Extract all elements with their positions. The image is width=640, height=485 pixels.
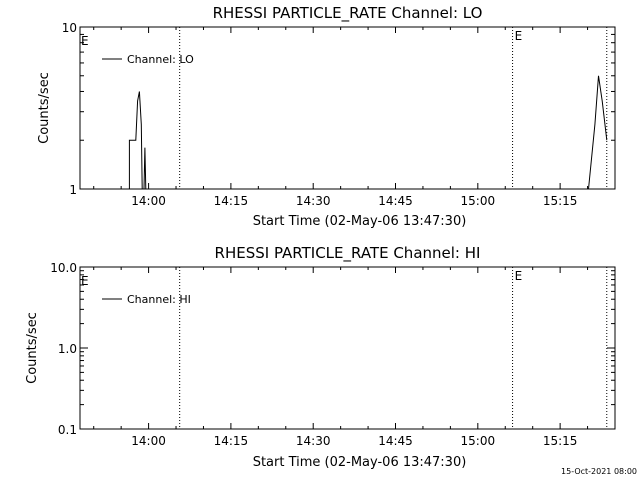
legend-label: Channel: HI <box>127 293 191 306</box>
event-marker-label: E <box>515 29 523 43</box>
y-tick-label: 10.0 <box>50 261 77 275</box>
x-tick-label: 15:00 <box>461 434 496 448</box>
x-tick-label: 15:15 <box>543 194 578 208</box>
chart-panel-2: RHESSI PARTICLE_RATE Channel: HI 14:00 14:… <box>25 244 616 470</box>
edge-marker-label: E <box>81 34 89 48</box>
x-axis-label: Start Time (02-May-06 13:47:30) <box>253 455 467 470</box>
x-tick-label: 14:15 <box>214 194 249 208</box>
x-tick-label: 14:30 <box>296 194 331 208</box>
x-tick-label: 14:15 <box>214 434 249 448</box>
y-axis-label: Counts/sec <box>37 72 52 144</box>
chart-panel-1: RHESSI PARTICLE_RATE Channel: LO 14:00 14:… <box>37 4 616 229</box>
legend-label: Channel: LO <box>127 53 194 66</box>
chart-title: RHESSI PARTICLE_RATE Channel: HI <box>215 244 481 263</box>
event-marker-label: E <box>515 269 523 283</box>
x-tick-label: 14:45 <box>378 434 413 448</box>
chart-title: RHESSI PARTICLE_RATE Channel: LO <box>213 4 483 23</box>
y-tick-label: 1.0 <box>58 342 77 356</box>
y-tick-label: 1 <box>69 183 77 197</box>
x-axis-label: Start Time (02-May-06 13:47:30) <box>253 214 467 229</box>
y-tick-label: 0.1 <box>58 423 77 437</box>
edge-marker-label: E <box>81 274 89 288</box>
y-axis-label: Counts/sec <box>25 312 40 384</box>
y-tick-label: 10 <box>62 21 77 35</box>
x-tick-label: 14:30 <box>296 434 331 448</box>
timestamp-label: 15-Oct-2021 08:00 <box>561 467 637 476</box>
x-tick-label: 14:00 <box>131 434 166 448</box>
x-tick-label: 14:45 <box>378 194 413 208</box>
x-tick-label: 15:15 <box>543 434 578 448</box>
x-tick-label: 14:00 <box>131 194 166 208</box>
series-line-channel-lo <box>128 75 608 190</box>
x-tick-label: 15:00 <box>461 194 496 208</box>
